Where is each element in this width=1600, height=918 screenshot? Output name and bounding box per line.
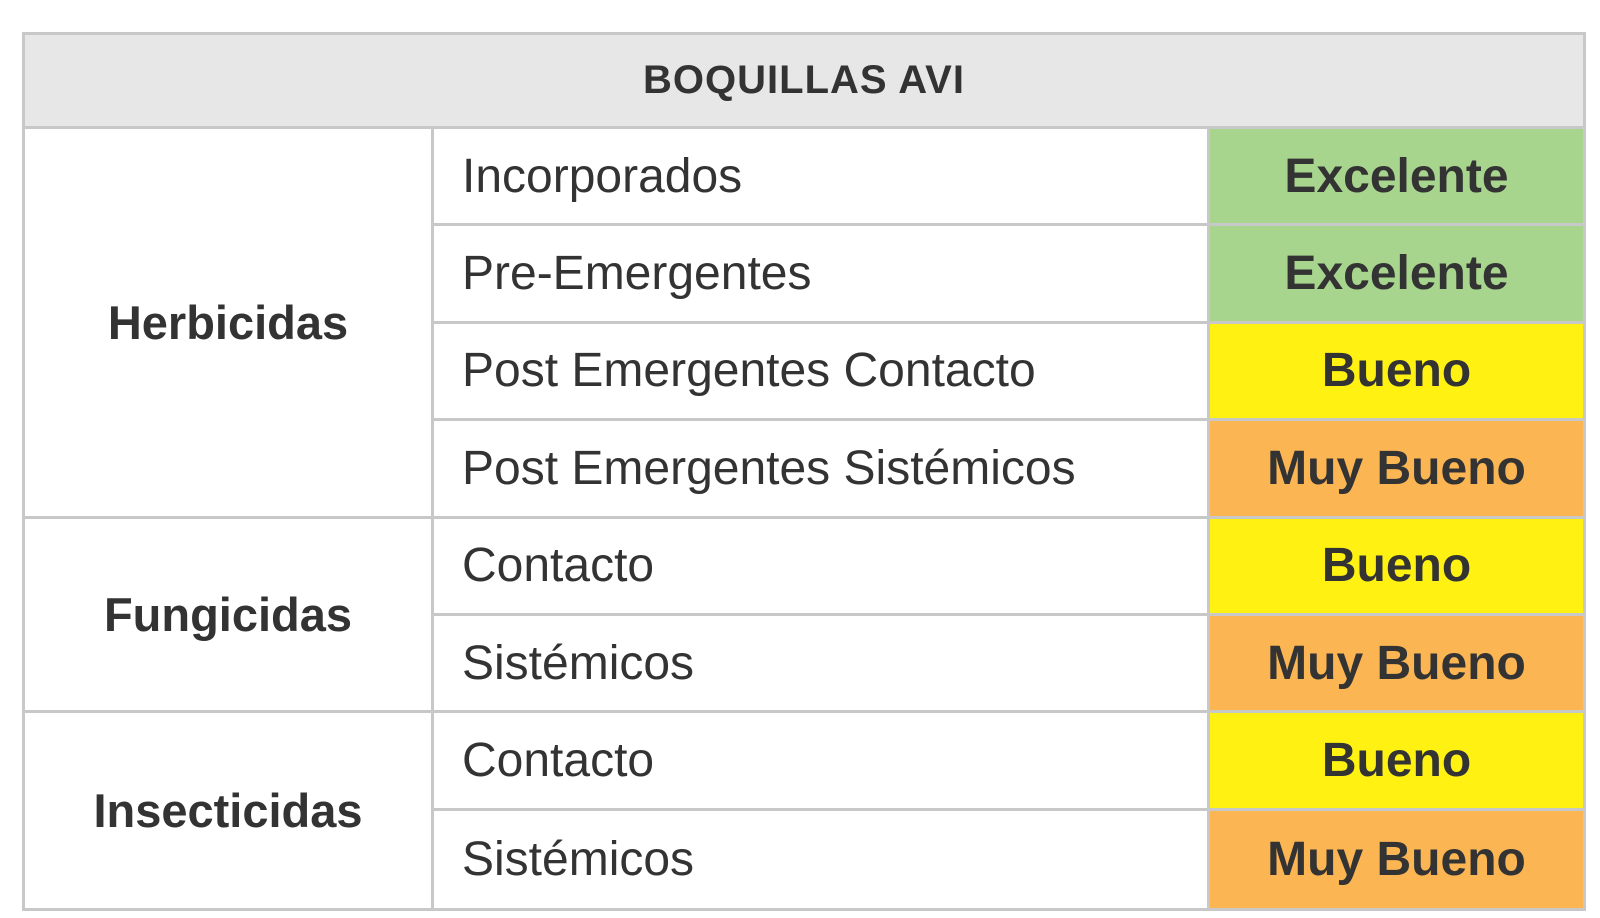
rating-badge: Muy Bueno [1210, 421, 1583, 519]
rating-badge: Excelente [1210, 226, 1583, 324]
rating-badge: Bueno [1210, 518, 1583, 616]
row-label: Pre-Emergentes [434, 226, 1210, 324]
row-label: Post Emergentes Sistémicos [434, 421, 1210, 519]
row-label: Sistémicos [434, 810, 1210, 908]
nozzle-rating-table: BOQUILLAS AVI Herbicidas Incorporados Ex… [22, 32, 1586, 911]
category-insecticidas: Insecticidas [25, 713, 434, 908]
row-label: Contacto [434, 518, 1210, 616]
row-label: Contacto [434, 713, 1210, 811]
rating-badge: Bueno [1210, 323, 1583, 422]
rating-badge: Muy Bueno [1210, 615, 1583, 714]
category-herbicidas: Herbicidas [25, 129, 434, 519]
category-fungicidas: Fungicidas [25, 518, 434, 714]
row-label: Post Emergentes Contacto [434, 323, 1210, 422]
row-label: Sistémicos [434, 615, 1210, 714]
rating-badge: Bueno [1210, 713, 1583, 811]
table-title: BOQUILLAS AVI [25, 35, 1583, 129]
rating-badge: Muy Bueno [1210, 810, 1583, 908]
row-label: Incorporados [434, 129, 1210, 227]
rating-badge: Excelente [1210, 129, 1583, 227]
